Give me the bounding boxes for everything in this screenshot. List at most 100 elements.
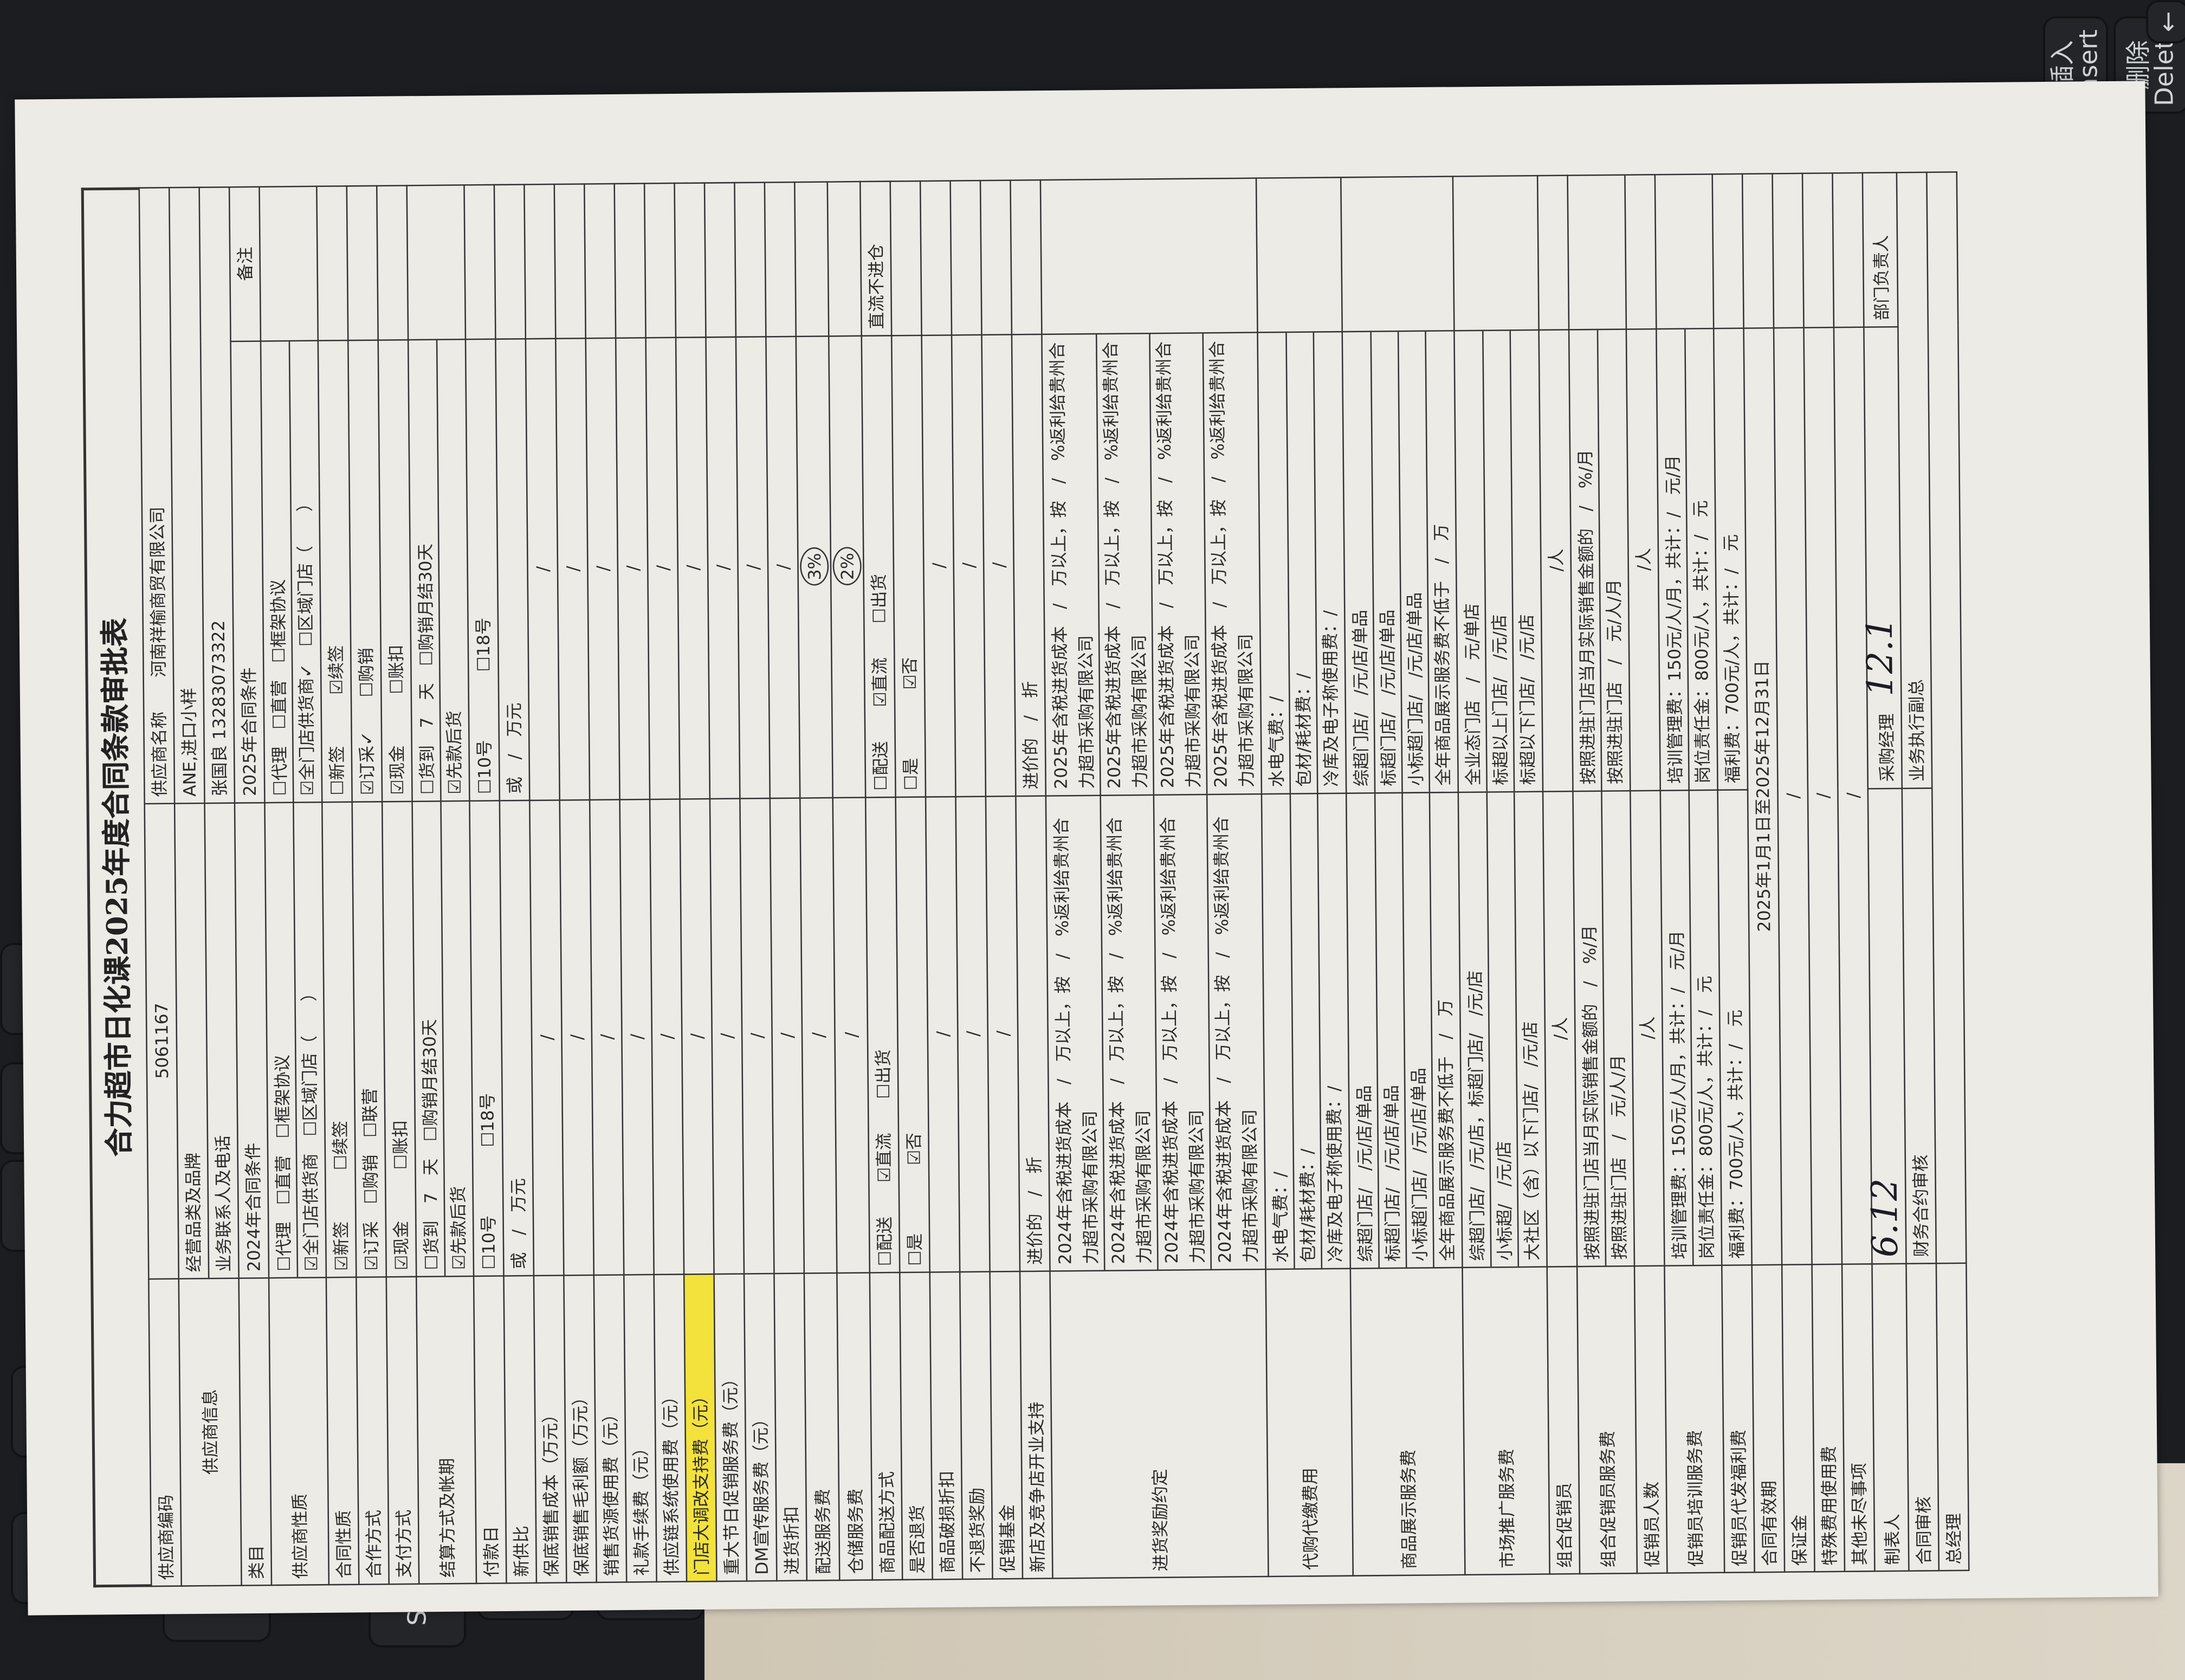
value-2024: 综超门店/ /元/店/单品 标超门店/ /元/店/单品 小标超门店/ /元/店/单品… — [1346, 791, 1463, 1269]
row-label: 配送服务费 — [804, 1272, 840, 1581]
value-2025: 2025年含税进货成本 / 万以上，按 / %返利给贵州合力超市采购有限公司 20… — [1042, 332, 1262, 796]
row-label: 门店大调改支持费（元） — [684, 1274, 717, 1582]
row-label: 代购代缴费用 — [1265, 1268, 1353, 1577]
value-line: 2025年含税进货成本 / 万以上，按 / %返利给贵州合力超市采购有限公司 — [1206, 340, 1257, 788]
value-2024: / — [650, 798, 684, 1275]
value-line: 全业态门店 / 元/单店 — [1456, 331, 1488, 791]
value-line: / — [928, 562, 949, 568]
value-2025: 福利费：700元/人，共计：/ 元 — [1714, 327, 1748, 790]
value-line: ☐是 ☑否 — [903, 1133, 925, 1266]
row-remark — [1654, 174, 1714, 329]
row-label: 合同性质 — [326, 1277, 359, 1585]
value-line: 2024年含税进货成本 / 万以上，按 / %返利给贵州合力超市采购有限公司 — [1210, 816, 1261, 1263]
row-label: 供应商性质 — [269, 1277, 329, 1586]
value-2024: ☐10号 ☐18号 — [469, 800, 504, 1276]
value-line: ☐10号 ☐18号 — [473, 617, 495, 794]
supplier-name: 河南祥榆商贸有限公司 — [146, 506, 169, 678]
value-line: / — [536, 1034, 557, 1041]
value-line: ☐代理 ☐直营 ☐框架协议 — [267, 802, 299, 1277]
value-2025: /人 — [1626, 328, 1660, 791]
row-label: 促销员代发福利费 — [1722, 1264, 1755, 1573]
value-line: ☑现金 ☐账扣 — [385, 644, 408, 795]
value-line: 2025年含税进货成本 / 万以上，按 / %返利给贵州合力超市采购有限公司 — [1044, 334, 1101, 795]
value-2024: / — [955, 796, 990, 1272]
row-remark — [764, 182, 796, 337]
header-2025: 2025年合同条件 — [230, 340, 265, 803]
value-line: 岗位责任金：800元/人，共计：/ 元 — [1693, 975, 1717, 1259]
value-line: 标超门店/ /元/店/单品 — [1371, 331, 1403, 792]
value-line: ☐新签 ☑续签 — [325, 645, 347, 796]
row-label: 促销基金 — [990, 1271, 1023, 1579]
key-label: ← — [2152, 11, 2182, 33]
value-line: / — [962, 1030, 983, 1037]
value-line: 2024年含税进货成本 / 万以上，按 / %返利给贵州合力超市采购有限公司 — [1101, 795, 1159, 1270]
preparer-signature: 6.12 — [1865, 787, 1907, 1264]
row-remark — [316, 186, 348, 340]
row-label: 支付方式 — [386, 1276, 419, 1585]
value-2024: ☐货到 7 天 ☐购销月结30天 ☑先款后货 — [412, 800, 474, 1277]
row-remark — [259, 186, 318, 341]
value-line: ☑订采✓ ☐购销 — [355, 648, 378, 796]
value-2024: ☑订采 ☐购销 ☐联营 — [352, 801, 386, 1277]
row-label: 组合促销员服务费 — [1577, 1265, 1637, 1574]
value-line: 按照进驻门店 / 元/人/月 — [1607, 1054, 1630, 1260]
row-remark — [1341, 176, 1454, 332]
contact: 张国良 13283073322 — [199, 187, 235, 803]
row-label: 不退货奖励 — [960, 1271, 993, 1579]
row-label: 保底销售毛利额（万元） — [564, 1275, 597, 1583]
row-remark — [1625, 175, 1657, 329]
value-line: / — [682, 564, 703, 571]
row-remark — [1256, 177, 1342, 332]
row-remark — [464, 184, 496, 339]
vp-label: 业务执行副总 — [1896, 172, 1932, 788]
value-2025: ☐新签 ☑续签 — [318, 340, 352, 802]
value-line: ☑订采 ☐购销 ☐联营 — [359, 1088, 382, 1271]
value-2025: / — [952, 334, 986, 796]
value-line: 2024年含税进货成本 / 万以上，按 / %返利给贵州合力超市采购有限公司 — [1154, 794, 1212, 1269]
row-label: 新供比 — [503, 1275, 536, 1584]
value-line: 进价的 / 折 — [1024, 1156, 1045, 1265]
row-remark — [377, 185, 409, 340]
row-label: 特殊费用使用费 — [1812, 1264, 1845, 1572]
value-2024: / — [590, 799, 624, 1275]
value-2025: / — [645, 337, 680, 799]
value-2025: ☑现金 ☐账扣 — [378, 339, 412, 802]
row-remark — [704, 183, 736, 337]
value-line: ☑全门店供货商 ☐区域门店（ ） — [298, 984, 321, 1271]
value-2025: 水电气费：/包材/耗材费：/冷库及电子称使用费：/ — [1257, 331, 1347, 794]
value-2025: / — [981, 334, 1016, 796]
value-line: 2025年含税进货成本 / 万以上，按 / %返利给贵州合力超市采购有限公司 — [1097, 333, 1155, 794]
supplier-name-label: 供应商名称 — [148, 711, 170, 797]
row-label: 进货折扣 — [774, 1272, 807, 1581]
value-line: / — [841, 1031, 862, 1038]
value-line: 全年商品展示服务费不低于 / 万 — [1434, 999, 1458, 1262]
row-label: 重大节日促销服务费（元） — [714, 1273, 747, 1581]
row-label: 新店及竞争店开业支持 — [1020, 1270, 1053, 1579]
keyboard-key: ← — [2146, 0, 2185, 43]
value-line: 2025年含税进货成本 / 万以上，按 / %返利给贵州合力超市采购有限公司 — [1150, 333, 1208, 794]
value-line: / — [687, 1033, 707, 1039]
row-remark — [524, 184, 556, 339]
value-2024: ☐是 ☑否 — [895, 796, 930, 1272]
value-line: 2024年含税进货成本 / 万以上，按 / %返利给贵州合力超市采购有限公司 — [1048, 795, 1106, 1270]
value-line: 小标超/ /元/店 — [1488, 792, 1520, 1267]
value-2024: / — [680, 798, 714, 1274]
value-2025: / — [555, 338, 590, 800]
value-2024: 按照进驻门店当月实际销售金额的 / %/月 按照进驻门店 / 元/人/月 — [1573, 790, 1634, 1267]
value-2024: / — [740, 797, 774, 1274]
value-line: / — [592, 565, 613, 572]
value-2024: / — [529, 799, 564, 1276]
value-line: / — [562, 565, 583, 572]
value-2025: / — [766, 335, 800, 798]
supplier-code-label: 供应商编码 — [148, 1278, 182, 1587]
row-label: 仓储服务费 — [837, 1272, 872, 1580]
value-line: / — [532, 566, 553, 572]
value-line: / — [716, 1032, 738, 1039]
value-line: ☐配送 ☑直流 ☐出货 — [868, 573, 891, 791]
value-line: 按照进驻门店当月实际销售金额的 / %/月 — [1575, 791, 1607, 1266]
value-2025: ☐代理 ☐直营 ☐框架协议 ☑全门店供货商✓ ☐区域门店（ ） — [260, 340, 322, 803]
value-line: /人 — [1545, 548, 1567, 572]
value-2024: / — [770, 797, 804, 1274]
value-line: / — [566, 1034, 587, 1041]
value-line: 进价的 / 折 — [1019, 681, 1041, 790]
